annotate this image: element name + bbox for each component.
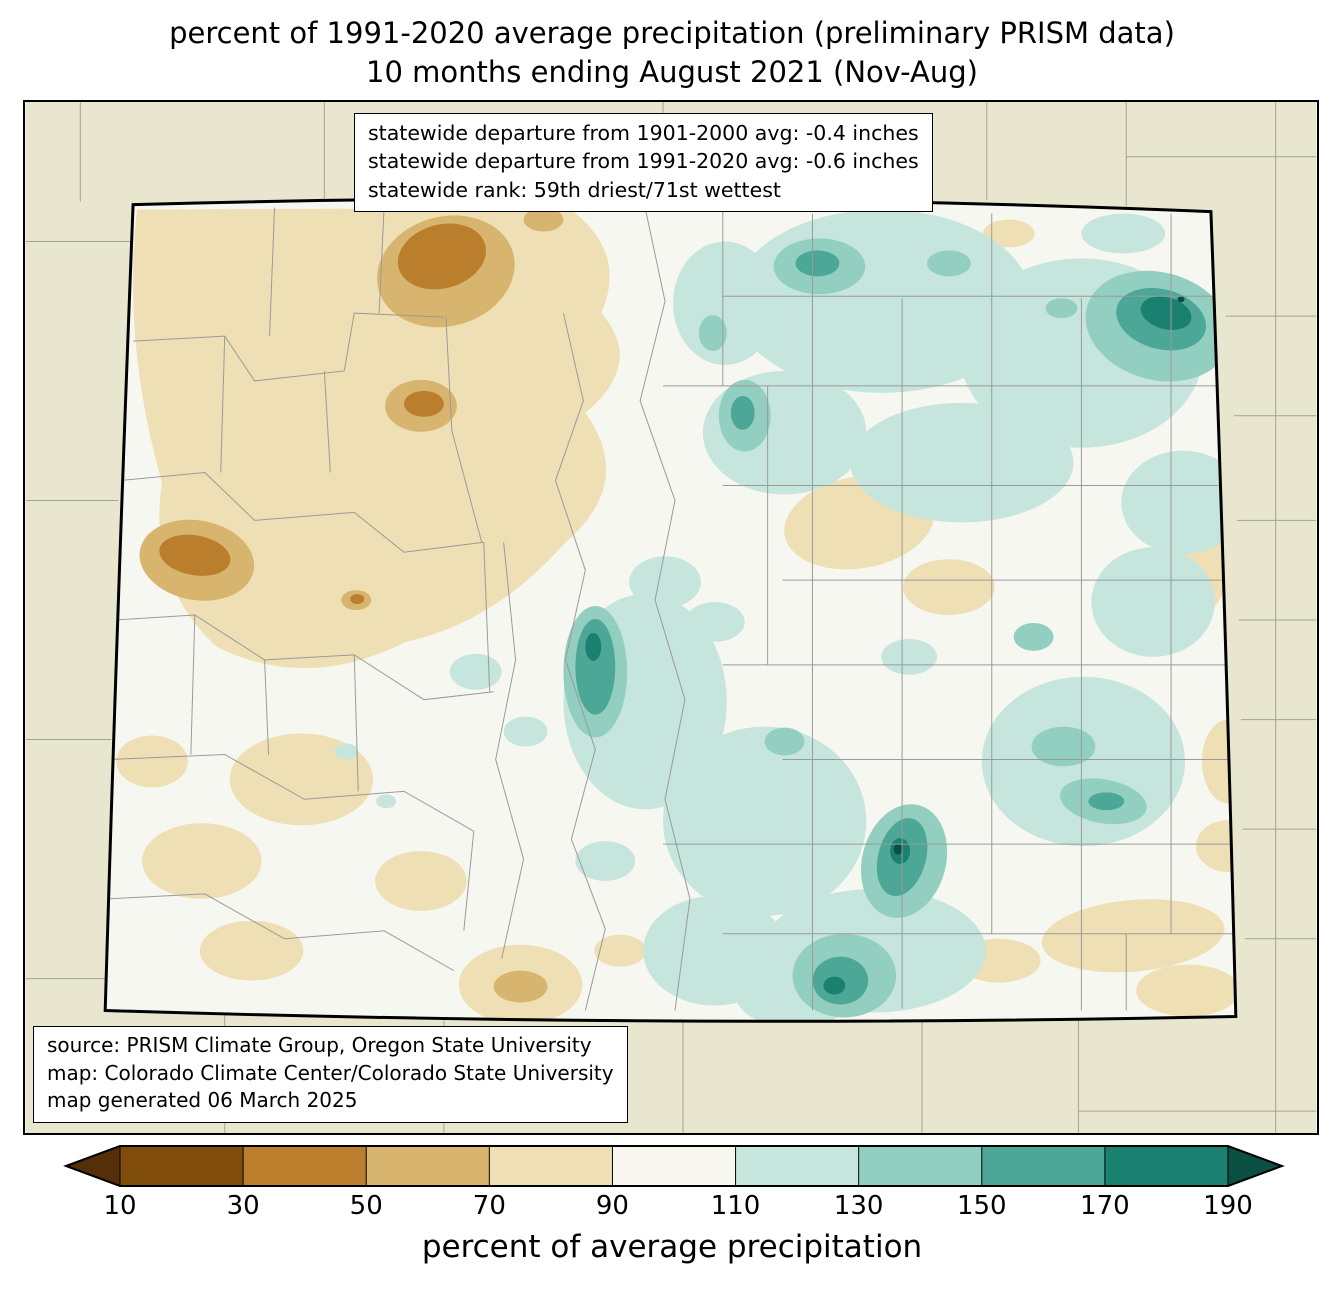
colorbar-segment <box>489 1146 613 1186</box>
colorbar-tick-label: 70 <box>472 1191 506 1221</box>
colorbar-ticks: 10 30 50 70 90 110 130 150 170 190 <box>0 1191 1344 1225</box>
colorbar-tick-label: 190 <box>1203 1191 1253 1221</box>
stats-departure-1991-2020: statewide departure from 1991-2020 avg: … <box>368 149 919 174</box>
map-credit-line: map: Colorado Climate Center/Colorado St… <box>47 1060 614 1085</box>
map-generated-line: map generated 06 March 2025 <box>47 1088 358 1113</box>
colorbar-segment <box>1104 1146 1228 1186</box>
colorbar-segment <box>735 1146 859 1186</box>
colorbar-gradient <box>63 1145 1285 1187</box>
colorbar-tick-label: 10 <box>103 1191 137 1221</box>
colorbar-tick-label: 50 <box>349 1191 383 1221</box>
colorbar-tick-label: 130 <box>833 1191 884 1221</box>
county-lines <box>107 206 1236 1011</box>
colorbar-tick-label: 30 <box>226 1191 260 1221</box>
map-frame: statewide departure from 1901-2000 avg: … <box>23 100 1319 1135</box>
colorbar-under-arrow <box>66 1146 120 1186</box>
colorbar-segment <box>981 1146 1105 1186</box>
precip-over-190-layer <box>893 296 1185 855</box>
colorbar-segment <box>120 1146 244 1186</box>
stats-box: statewide departure from 1901-2000 avg: … <box>354 113 933 212</box>
colorbar-tick-label: 110 <box>710 1191 761 1221</box>
source-line: source: PRISM Climate Group, Oregon Stat… <box>47 1033 592 1058</box>
title-line-1: percent of 1991-2020 average precipitati… <box>169 16 1175 50</box>
colorbar-segment <box>612 1146 736 1186</box>
colorbar-axis-label: percent of average precipitation <box>421 1229 923 1265</box>
source-box: source: PRISM Climate Group, Oregon Stat… <box>33 1026 628 1123</box>
colorbar-tick-label: 90 <box>595 1191 629 1221</box>
figure-title: percent of 1991-2020 average precipitati… <box>0 14 1344 92</box>
title-line-2: 10 months ending August 2021 (Nov-Aug) <box>366 54 978 89</box>
colorbar-tick-label: 170 <box>1080 1191 1130 1221</box>
colorbar-segment <box>366 1146 490 1186</box>
colorbar-outline <box>63 1145 1285 1187</box>
colorbar-over-arrow <box>1228 1146 1282 1186</box>
colorado-precipitation-map <box>25 102 1317 1133</box>
colorbar-segment <box>243 1146 367 1186</box>
precip-30-50-layer <box>159 223 486 605</box>
stats-rank: statewide rank: 59th driest/71st wettest <box>368 177 781 202</box>
stats-departure-1901-2000: statewide departure from 1901-2000 avg: … <box>368 121 919 145</box>
colorbar-segment <box>858 1146 982 1186</box>
colorbar-tick-label: 150 <box>956 1191 1007 1221</box>
colorbar: 10 30 50 70 90 110 130 150 170 190 percent of ave… <box>0 1143 1344 1265</box>
